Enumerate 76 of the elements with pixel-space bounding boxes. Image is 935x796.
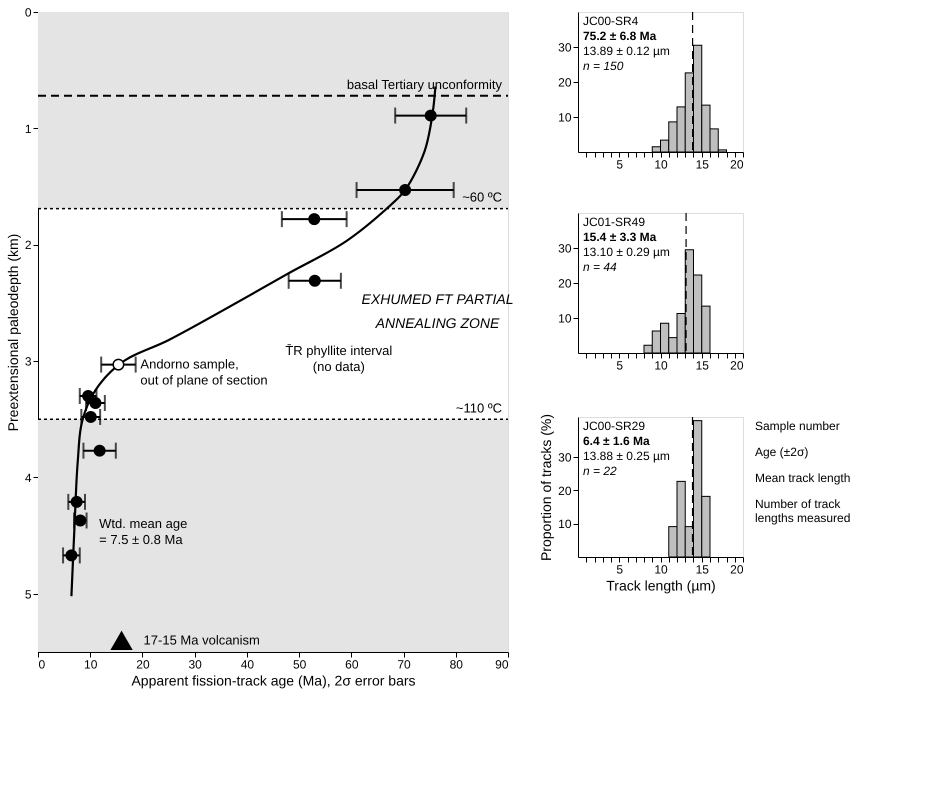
annotation: n = 22 (583, 464, 618, 478)
y-tick-label: 10 (558, 110, 572, 124)
x-tick-label: 10 (654, 358, 668, 372)
annotation: JC00-SR29 (583, 419, 646, 433)
text: Number of track lengths measured (755, 497, 850, 525)
y-tick-label: 4 (24, 470, 32, 485)
y-tick-label: 2 (24, 238, 32, 252)
x-tick-label: 20 (730, 158, 744, 172)
annotation: JC01-SR49 (583, 215, 646, 229)
annotation: 13.89 ± 0.12 µm (583, 44, 670, 58)
x-tick-label: 20 (730, 358, 744, 372)
y-axis-title: Proportion of tracks (%) (538, 414, 554, 562)
annotation: 13.88 ± 0.25 µm (583, 449, 670, 463)
point (308, 213, 320, 226)
text: Sample number (755, 419, 840, 433)
text: Age (±2σ) (755, 445, 808, 459)
ref-line-label: ~110 ºC (456, 400, 502, 416)
x-tick-label: 15 (696, 358, 710, 372)
x-tick-label: 80 (450, 658, 464, 672)
y-tick-label: 5 (24, 587, 32, 602)
annotation: Andorno sample, out of plane of section (140, 356, 268, 388)
ref-line-label: ~60 ºC (462, 190, 502, 205)
x-axis-title: Track length (µm) (606, 578, 716, 594)
point (65, 549, 78, 562)
annotation: n = 44 (583, 260, 618, 274)
y-axis-title: Preextensional paleodepth (km) (4, 234, 21, 432)
annotation: Wtd. mean age = 7.5 ± 0.8 Ma (99, 516, 188, 547)
x-tick-label: 10 (654, 158, 668, 172)
x-tick-label: 50 (292, 658, 307, 672)
point (84, 410, 97, 423)
point (89, 397, 102, 409)
y-tick-label: 0 (24, 6, 32, 20)
x-tick-label: 5 (616, 158, 624, 172)
annotation: EXHUMED FT PARTIAL ANNEALING ZONE (362, 291, 514, 331)
annotation: JC00-SR4 (583, 14, 639, 28)
x-tick-label: 40 (240, 658, 254, 672)
point (308, 274, 321, 287)
point (70, 496, 83, 508)
x-tick-label: 90 (495, 658, 509, 672)
y-tick-label: 20 (558, 276, 572, 290)
x-tick-label: 0 (38, 658, 46, 672)
text: Mean track length (755, 471, 850, 485)
ref-line-label: basal Tertiary unconformity (346, 76, 502, 92)
x-tick-label: 10 (84, 658, 98, 672)
x-tick-label: 15 (696, 562, 710, 576)
point (112, 358, 124, 371)
annotation: 15.4 ± 3.3 Ma (583, 230, 657, 244)
y-tick-label: 20 (558, 484, 572, 498)
annotation: 13.10 ± 0.29 µm (583, 245, 670, 259)
annotation: 17-15 Ma volcanism (144, 632, 260, 648)
annotation: n = 150 (583, 59, 624, 73)
point (82, 390, 94, 402)
y-tick-label: 10 (558, 517, 572, 532)
x-tick-label: 5 (616, 562, 624, 576)
x-tick-label: 5 (616, 358, 624, 372)
x-tick-label: 60 (345, 658, 359, 672)
annotation: 75.2 ± 6.8 Ma (583, 29, 657, 43)
x-axis-title: Apparent fission-track age (Ma), 2σ error bars (131, 672, 416, 688)
annotation: 6.4 ± 1.6 Ma (583, 434, 650, 448)
x-tick-label: 10 (654, 562, 668, 576)
y-tick-label: 1 (24, 122, 32, 136)
y-tick-label: 10 (558, 312, 572, 326)
x-tick-label: 20 (136, 658, 150, 672)
y-tick-label: 20 (558, 76, 572, 90)
x-tick-label: 15 (696, 158, 710, 172)
y-tick-label: 30 (558, 40, 572, 54)
y-tick-label: 30 (558, 450, 572, 464)
x-tick-label: 20 (730, 562, 744, 576)
y-tick-label: 30 (558, 242, 572, 256)
x-tick-label: 30 (188, 658, 202, 672)
point (424, 110, 437, 122)
x-tick-label: 70 (397, 658, 412, 672)
annotation: T̄R phyllite interval (no data) (285, 343, 392, 374)
y-tick-label: 3 (24, 354, 32, 369)
point (399, 184, 412, 196)
point (94, 444, 106, 457)
